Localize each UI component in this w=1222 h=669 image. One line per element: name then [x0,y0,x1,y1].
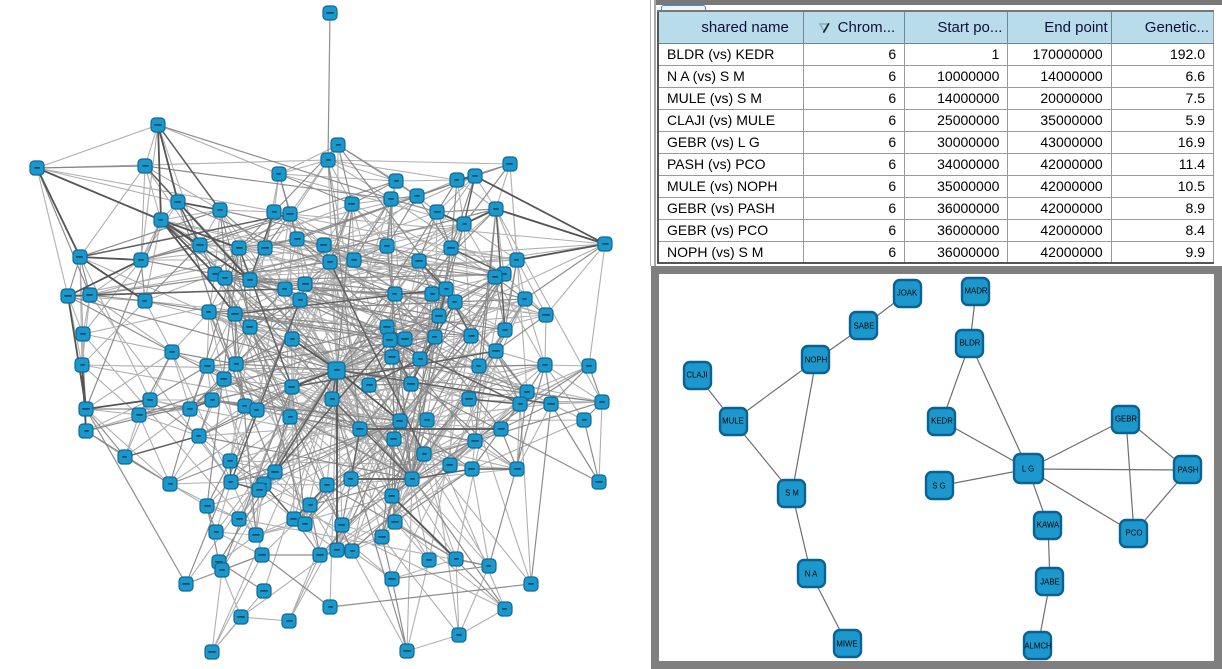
svg-text:KEDR: KEDR [931,417,953,426]
svg-text:S G: S G [932,482,945,491]
svg-text:L G: L G [1022,465,1034,474]
svg-text:PASH: PASH [1178,466,1199,475]
svg-text:MADR: MADR [965,287,988,296]
svg-text:CLAJI: CLAJI [686,371,707,380]
svg-text:PCO: PCO [1126,529,1143,538]
svg-text:JOAK: JOAK [897,289,918,298]
svg-text:NOPH: NOPH [805,356,828,365]
svg-text:N A: N A [805,570,818,579]
svg-text:ALMCH: ALMCH [1024,642,1051,651]
svg-text:BLDR: BLDR [960,339,981,348]
svg-text:SABE: SABE [854,322,875,331]
svg-text:MULE: MULE [722,417,744,426]
svg-text:JABE: JABE [1040,578,1060,587]
svg-text:S M: S M [785,489,799,498]
svg-text:KAWA: KAWA [1037,521,1060,530]
svg-text:GEBR: GEBR [1115,415,1137,424]
svg-text:MIWE: MIWE [836,640,857,649]
